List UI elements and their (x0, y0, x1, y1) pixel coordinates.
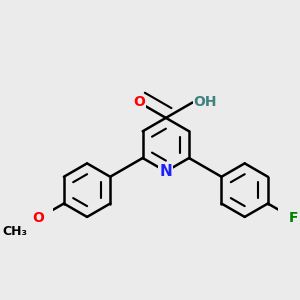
Text: N: N (160, 164, 172, 179)
Text: O: O (32, 211, 44, 225)
Text: OH: OH (193, 95, 217, 109)
Text: F: F (289, 211, 298, 225)
Text: CH₃: CH₃ (3, 225, 28, 238)
Text: O: O (133, 95, 145, 110)
